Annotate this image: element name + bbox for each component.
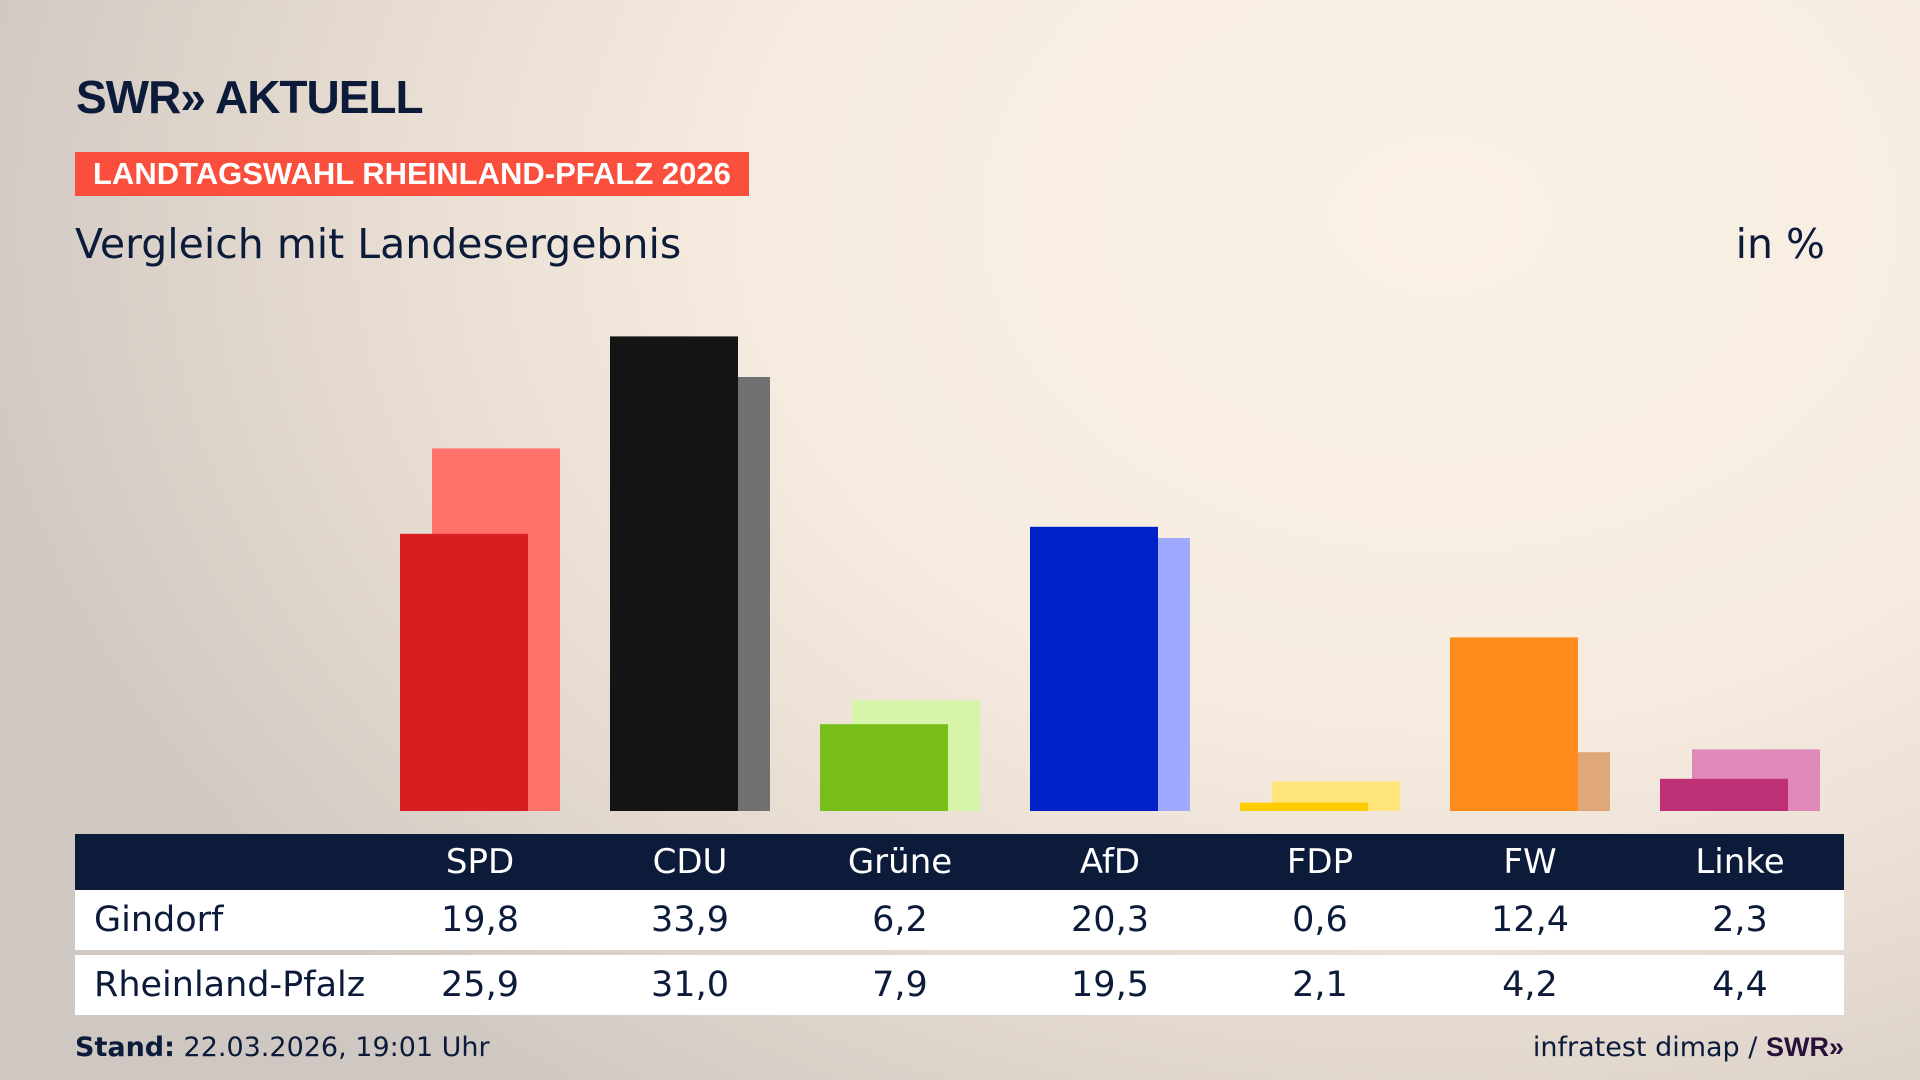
source: infratest dimap / SWR» — [1533, 1032, 1844, 1063]
stand-value: 22.03.2026, 19:01 Uhr — [183, 1032, 490, 1063]
table-row: Gindorf 19,8 33,9 6,2 20,3 0,6 12,4 2,3 — [75, 890, 1844, 950]
table-row: Rheinland-Pfalz 25,9 31,0 7,9 19,5 2,1 4,2 4,4 — [75, 955, 1844, 1015]
column-header: CDU — [652, 842, 728, 882]
bar-spd-gindorf — [400, 533, 528, 811]
value-cell: 0,6 — [1292, 900, 1348, 940]
row-label: Rheinland-Pfalz — [94, 965, 366, 1005]
value-cell: 7,9 — [872, 965, 928, 1005]
value-cell: 4,4 — [1712, 965, 1768, 1005]
table-header: SPD CDU Grüne AfD FDP FW Linke — [75, 834, 1844, 890]
results-table: SPD CDU Grüne AfD FDP FW Linke Gindorf 19,8 33,… — [75, 834, 1844, 1015]
column-header: SPD — [445, 842, 515, 882]
value-cell: 25,9 — [441, 965, 519, 1005]
bar-chart — [400, 336, 1820, 811]
timestamp: Stand: 22.03.2026, 19:01 Uhr — [75, 1032, 490, 1063]
value-cell: 33,9 — [651, 900, 729, 940]
swr-aktuell-logo: SWR» AKTUELL — [76, 71, 424, 123]
value-cell: 4,2 — [1502, 965, 1558, 1005]
value-cell: 19,5 — [1071, 965, 1149, 1005]
row-label: Gindorf — [94, 900, 224, 940]
bar-fw-gindorf — [1450, 637, 1578, 811]
column-header: FW — [1503, 842, 1557, 882]
unit-label: in % — [1735, 220, 1825, 268]
swr-logo: SWR» — [1765, 1032, 1844, 1062]
chart-title: Vergleich mit Landesergebnis — [75, 220, 682, 268]
value-cell: 19,8 — [441, 900, 519, 940]
value-cell: 31,0 — [651, 965, 729, 1005]
bar-grüne-gindorf — [820, 724, 948, 811]
bar-afd-gindorf — [1030, 526, 1158, 811]
bar-linke-gindorf — [1660, 778, 1788, 811]
value-cell: 12,4 — [1491, 900, 1569, 940]
value-cell: 2,3 — [1712, 900, 1768, 940]
bar-cdu-gindorf — [610, 336, 738, 811]
source-text: infratest dimap / — [1532, 1032, 1758, 1063]
column-header: Linke — [1695, 842, 1785, 882]
value-cell: 2,1 — [1292, 965, 1348, 1005]
bar-fdp-gindorf — [1240, 802, 1368, 811]
value-cell: 6,2 — [872, 900, 928, 940]
election-banner: LANDTAGSWAHL RHEINLAND-PFALZ 2026 — [75, 152, 749, 196]
column-header: FDP — [1286, 842, 1354, 882]
column-header: Grüne — [847, 842, 953, 882]
column-header: AfD — [1079, 842, 1141, 882]
stand-label: Stand: — [75, 1032, 175, 1063]
value-cell: 20,3 — [1071, 900, 1149, 940]
